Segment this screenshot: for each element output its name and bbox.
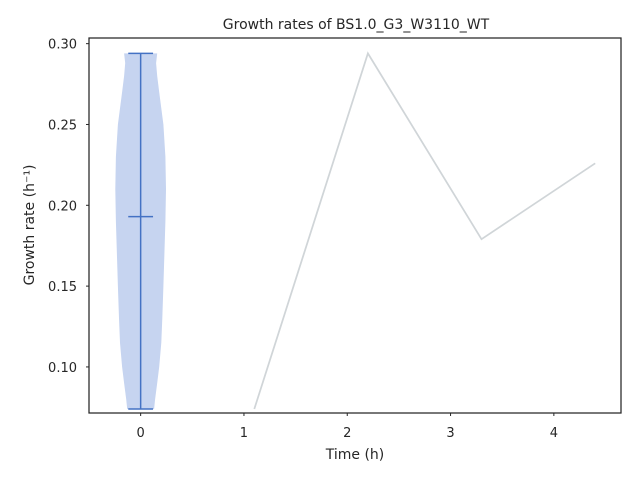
plot-frame — [88, 37, 622, 414]
y-axis-label: Growth rate (h⁻¹) — [22, 165, 38, 286]
chart-title: Growth rates of BS1.0_G3_W3110_WT — [223, 17, 490, 33]
y-tick-label: 0.20 — [48, 199, 77, 214]
x-tick-label: 1 — [240, 426, 248, 441]
y-tick-label: 0.10 — [48, 361, 77, 376]
y-tick-label: 0.30 — [48, 38, 77, 53]
x-tick-label: 0 — [137, 426, 145, 441]
x-axis-label: Time (h) — [325, 447, 385, 463]
x-tick-label: 4 — [550, 426, 558, 441]
x-tick-label: 3 — [446, 426, 454, 441]
y-tick-label: 0.15 — [48, 280, 77, 295]
x-tick-label: 2 — [343, 426, 351, 441]
series-line-0 — [253, 51, 596, 410]
y-tick-label: 0.25 — [48, 118, 77, 133]
